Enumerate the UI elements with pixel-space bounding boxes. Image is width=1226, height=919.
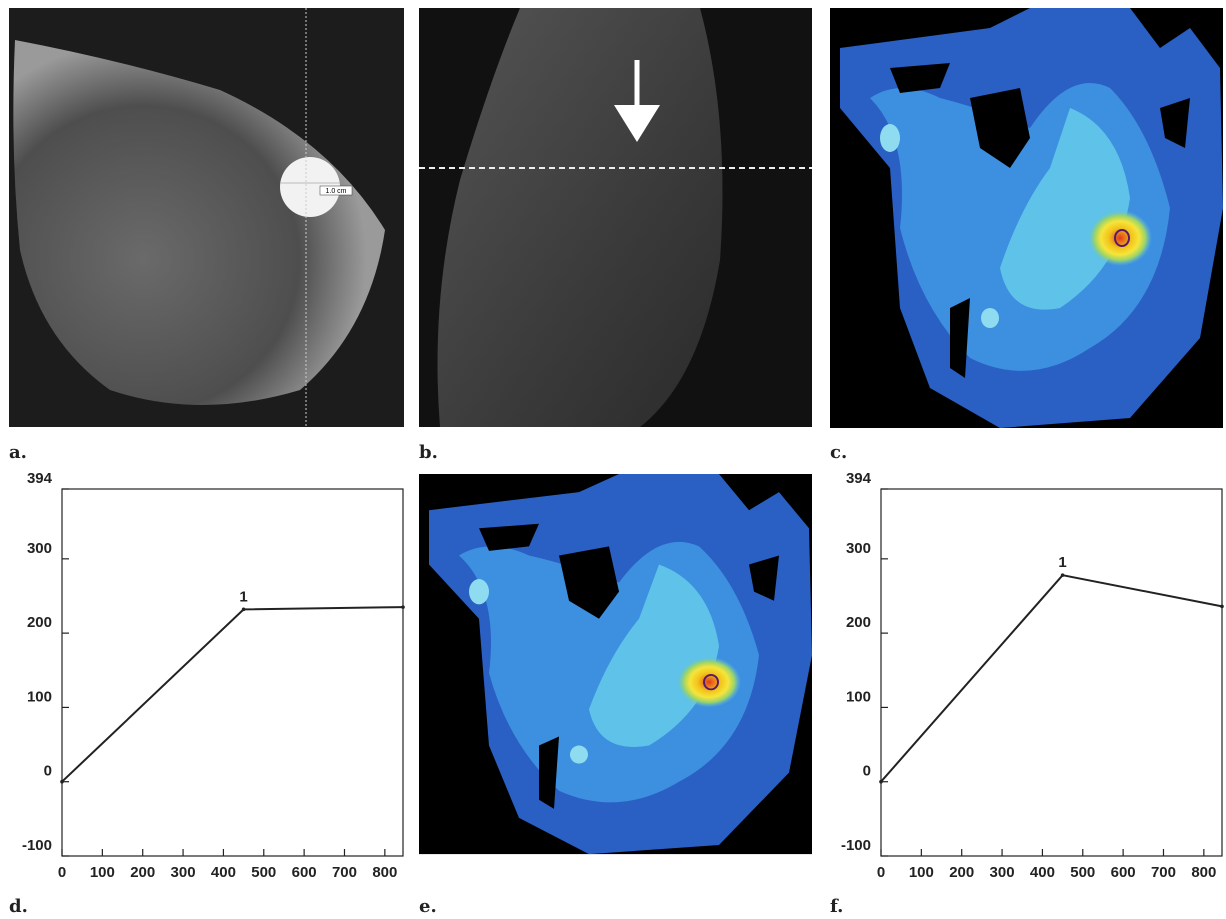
y-tick-label: 394 <box>846 470 872 487</box>
y-tick-label: 300 <box>27 540 52 557</box>
y-tick-label: 100 <box>27 688 52 705</box>
panel-label: b. <box>419 442 438 463</box>
data-point <box>1060 573 1065 577</box>
x-tick-label: 800 <box>372 864 397 881</box>
x-tick-label: 200 <box>130 864 155 881</box>
plot-frame <box>880 488 1223 857</box>
x-tick-label: 500 <box>1070 864 1095 881</box>
x-tick-label: 300 <box>990 864 1015 881</box>
x-tick-label: 300 <box>171 864 196 881</box>
y-tick-label: 200 <box>846 614 871 631</box>
image-e <box>418 473 813 856</box>
x-tick-label: 600 <box>1111 864 1136 881</box>
x-tick-label: 700 <box>332 864 357 881</box>
panel-label: f. <box>830 896 843 917</box>
x-tick-label: 100 <box>909 864 934 881</box>
data-point <box>60 779 64 784</box>
image-a: 1.0 cm <box>9 8 404 427</box>
y-tick-label: 0 <box>863 763 871 780</box>
y-tick-label: -100 <box>841 837 871 854</box>
panel-label: e. <box>419 896 437 917</box>
x-tick-label: 800 <box>1191 864 1216 881</box>
y-tick-label: 300 <box>846 540 871 557</box>
data-line <box>61 606 404 783</box>
data-point <box>241 607 246 612</box>
data-point <box>1220 604 1224 609</box>
data-line <box>880 574 1223 783</box>
scale-label: 1.0 cm <box>325 188 346 195</box>
point-label: 1 <box>1058 554 1066 571</box>
panel-label: a. <box>9 442 27 463</box>
image-b <box>419 8 812 427</box>
panel-label: d. <box>9 896 28 917</box>
x-tick-label: 600 <box>292 864 317 881</box>
x-tick-label: 200 <box>949 864 974 881</box>
x-tick-label: 0 <box>877 864 885 881</box>
y-tick-label: -100 <box>22 837 52 854</box>
data-point <box>401 605 405 609</box>
y-tick-label: 394 <box>27 470 53 487</box>
x-tick-label: 700 <box>1151 864 1176 881</box>
y-tick-label: 200 <box>27 614 52 631</box>
x-tick-label: 500 <box>251 864 276 881</box>
data-point <box>879 779 883 784</box>
x-tick-label: 0 <box>58 864 66 881</box>
x-tick-label: 100 <box>90 864 115 881</box>
image-c <box>829 7 1224 429</box>
x-tick-label: 400 <box>1030 864 1055 881</box>
plot-frame <box>61 488 404 857</box>
point-label: 1 <box>239 588 247 605</box>
panel-label: c. <box>830 442 847 463</box>
y-tick-label: 0 <box>44 763 52 780</box>
x-tick-label: 400 <box>211 864 236 881</box>
y-tick-label: 100 <box>846 688 871 705</box>
